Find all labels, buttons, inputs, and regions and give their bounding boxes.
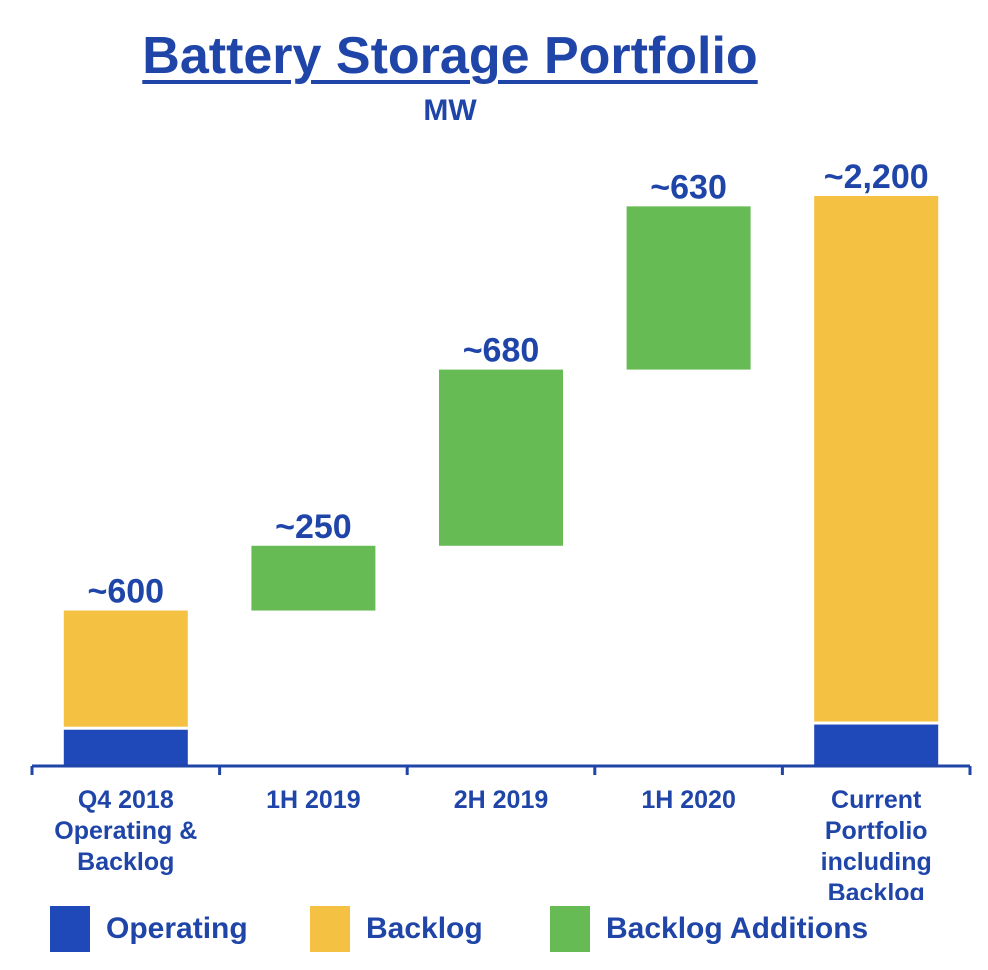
chart-area: ~600 ~250 ~680 ~630 ~2,200 Q4 2018 Operating &… xyxy=(30,158,972,900)
data-label-3: ~630 xyxy=(650,168,727,206)
bar-3-backlog-additions xyxy=(626,206,751,370)
bar-2-backlog-additions xyxy=(439,369,563,546)
legend-item-backlog-additions: Backlog Additions xyxy=(550,904,868,954)
legend-label-backlog-additions: Backlog Additions xyxy=(606,912,869,945)
chart-title: Battery Storage Portfolio xyxy=(142,27,758,85)
data-label-2: ~680 xyxy=(463,332,540,370)
data-label-1: ~250 xyxy=(275,508,352,546)
x-tick-label-1: 1H 2019 xyxy=(266,786,361,814)
bar-4-backlog xyxy=(814,196,939,722)
legend-item-backlog: Backlog xyxy=(310,904,483,954)
x-tick-label-4: Current Portfolio including Backlog xyxy=(821,786,932,900)
x-tick-label-0: Q4 2018 Operating & Backlog xyxy=(54,786,197,876)
data-label-4: ~2,200 xyxy=(824,158,929,196)
bar-0-operating xyxy=(63,729,188,766)
legend: Operating Backlog Backlog Additions xyxy=(0,904,988,954)
chart-unit-label: MW xyxy=(423,94,477,127)
legend-label-operating: Operating xyxy=(106,912,248,945)
x-tick-label-2: 2H 2019 xyxy=(454,786,549,814)
legend-item-operating: Operating xyxy=(50,904,248,954)
legend-swatch-backlog-additions xyxy=(550,906,590,952)
legend-swatch-operating xyxy=(50,906,90,952)
bar-4-operating xyxy=(814,724,939,766)
data-label-0: ~600 xyxy=(88,573,165,611)
bar-0-backlog xyxy=(63,610,188,727)
legend-swatch-backlog xyxy=(310,906,350,952)
legend-label-backlog: Backlog xyxy=(366,912,483,945)
bar-1-backlog-additions xyxy=(251,545,376,611)
x-tick-label-3: 1H 2020 xyxy=(641,786,736,814)
